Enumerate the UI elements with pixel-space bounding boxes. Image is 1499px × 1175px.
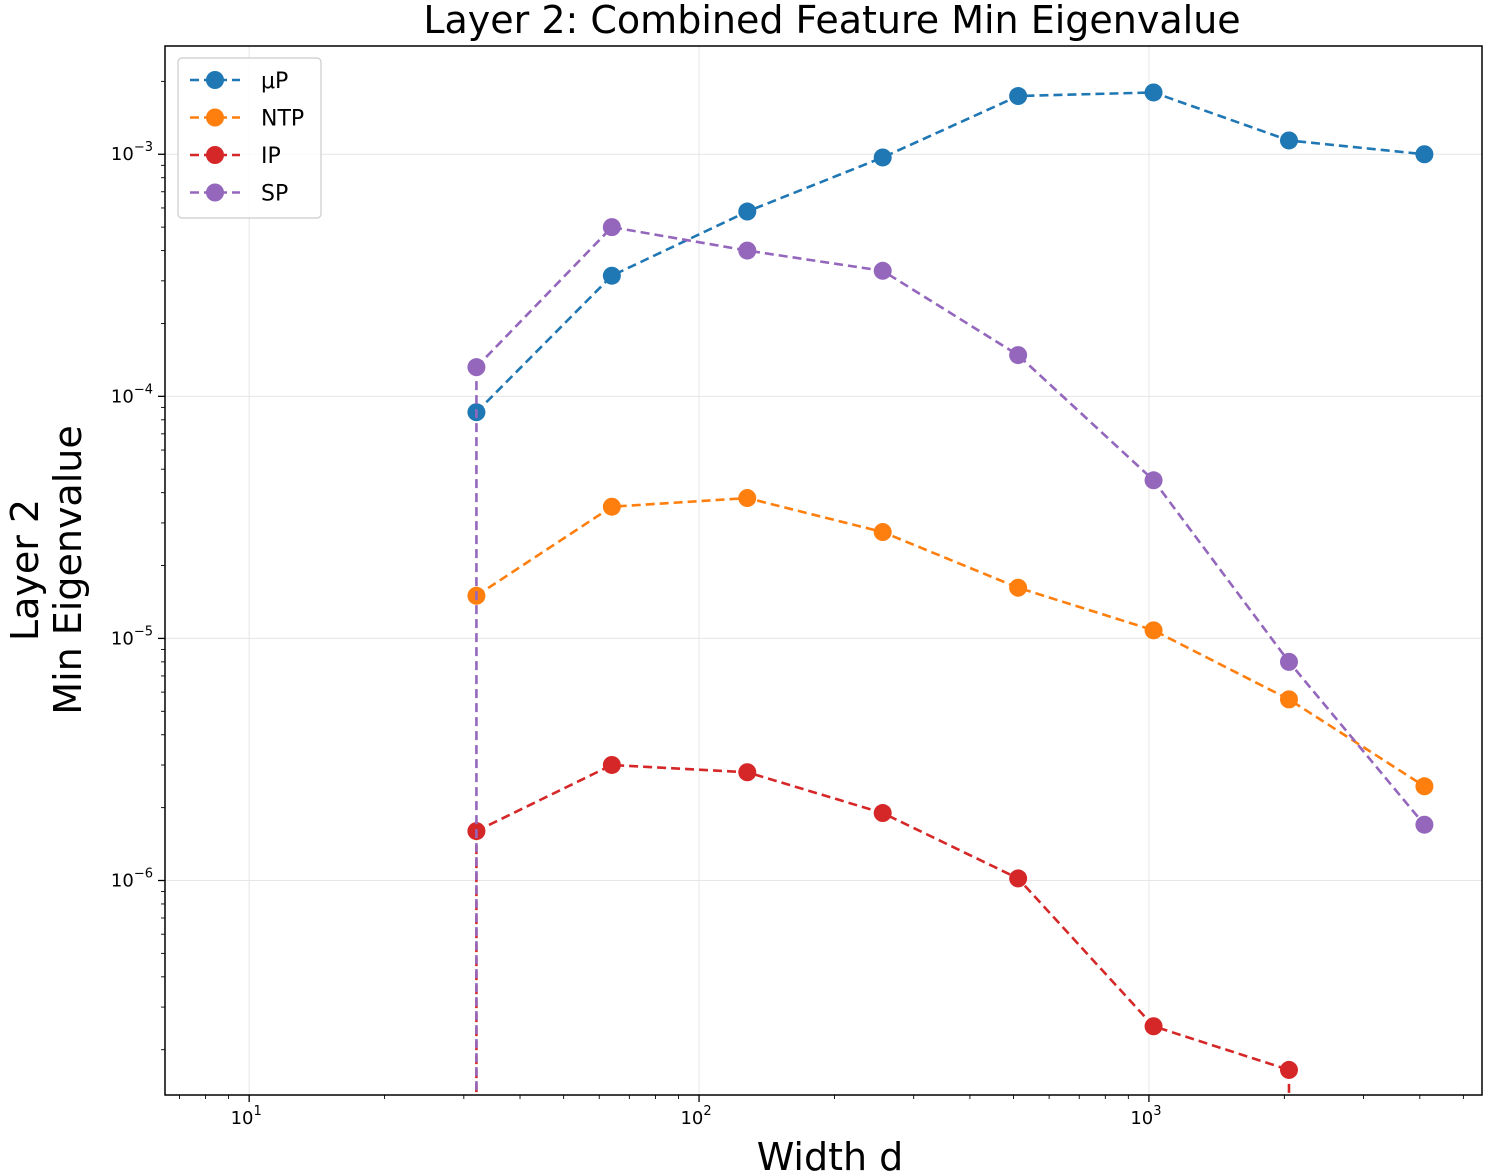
series-4	[467, 218, 1434, 1095]
data-point	[1009, 869, 1028, 888]
data-point	[873, 148, 892, 167]
legend-label: μP	[261, 69, 288, 94]
data-point	[738, 763, 757, 782]
data-point	[602, 755, 621, 774]
series-1	[467, 83, 1434, 422]
legend-label: SP	[261, 182, 288, 207]
data-point	[1279, 131, 1298, 150]
data-point	[1144, 83, 1163, 102]
series-group	[467, 83, 1434, 1095]
legend-marker	[206, 146, 224, 164]
data-point	[738, 489, 757, 508]
data-point	[873, 804, 892, 823]
legend-entry: μP	[190, 69, 288, 94]
data-point	[738, 241, 757, 260]
data-point	[1009, 346, 1028, 365]
series-line	[475, 91, 1425, 414]
series-line	[475, 225, 1426, 826]
data-point	[1415, 815, 1434, 834]
x-axis-label: Width d	[757, 1135, 904, 1175]
data-point	[1279, 1060, 1298, 1079]
y-tick-label: 10−4	[111, 382, 153, 407]
data-point	[1009, 578, 1028, 597]
data-point	[1415, 777, 1434, 796]
y-tick-label: 10−3	[111, 140, 153, 165]
legend-entry: NTP	[190, 107, 304, 132]
series-line	[475, 496, 1426, 788]
series-3	[467, 755, 1298, 1095]
data-point	[873, 261, 892, 280]
axis-ticks: 101 102 103 10−6 10−5 10−4 10−3	[111, 140, 1162, 1129]
legend-marker	[206, 108, 224, 127]
data-point	[738, 202, 757, 221]
legend-marker	[206, 71, 224, 89]
series-2	[467, 489, 1434, 796]
y-axis-label-line-2: Min Eigenvalue	[46, 425, 90, 714]
y-axis-label-line-1: Layer 2	[3, 499, 47, 641]
data-point	[602, 218, 621, 237]
data-point	[1144, 471, 1163, 490]
minor-ticks	[161, 80, 1464, 1099]
grid	[165, 46, 1482, 1095]
legend: μP NTP IP SP	[177, 57, 322, 219]
x-tick-label: 102	[680, 1104, 711, 1129]
y-tick-label: 10−6	[111, 867, 153, 892]
data-point	[1009, 87, 1028, 106]
data-point	[1144, 1017, 1163, 1036]
data-point	[1279, 652, 1298, 671]
legend-box	[177, 57, 322, 219]
data-point	[602, 266, 621, 285]
legend-marker	[206, 183, 224, 202]
x-tick-label: 101	[231, 1104, 262, 1129]
chart-title: Layer 2: Combined Feature Min Eigenvalue	[423, 0, 1240, 42]
legend-entry: IP	[190, 144, 281, 169]
data-point	[1279, 690, 1298, 709]
legend-entry: SP	[190, 182, 288, 207]
data-point	[602, 497, 621, 516]
y-tick-label: 10−5	[111, 624, 153, 649]
data-point	[1415, 145, 1434, 164]
data-point	[873, 523, 892, 542]
data-point	[1144, 621, 1163, 640]
x-tick-label: 103	[1130, 1104, 1161, 1129]
legend-label: IP	[261, 144, 281, 169]
data-point	[467, 358, 486, 377]
legend-label: NTP	[261, 107, 304, 132]
plot-frame	[164, 45, 1483, 1096]
